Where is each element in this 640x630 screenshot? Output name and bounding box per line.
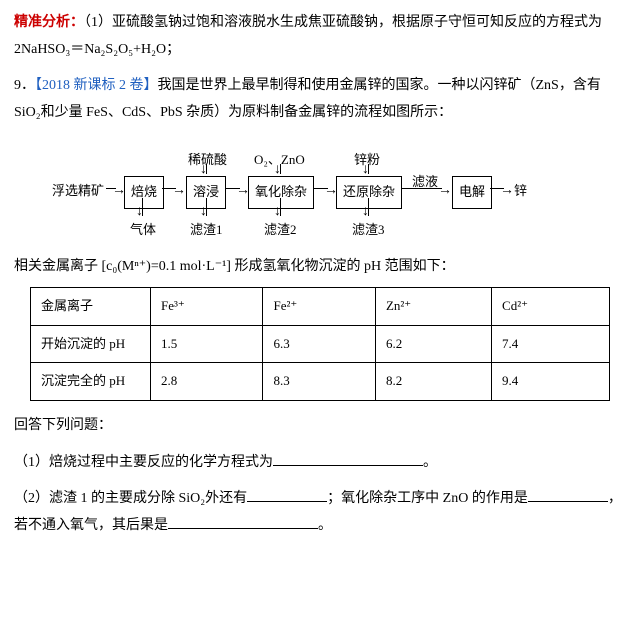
answer-prompt: 回答下列问题： — [14, 413, 626, 440]
q2-p2: ；氧化除杂工序中 ZnO 的作用是 — [327, 491, 528, 506]
source-tag: 【2018 新课标 2 卷】 — [35, 78, 158, 93]
arrow-down — [142, 198, 143, 216]
node-oxid: 氧化除杂 — [248, 176, 314, 209]
node-roast: 焙烧 — [124, 176, 164, 209]
th-fe3: Fe³⁺ — [151, 287, 263, 325]
arrow — [314, 188, 328, 189]
lbl-res3: 滤渣3 — [352, 218, 385, 243]
analysis-text: （1）亚硫酸氢钠过饱和溶液脱水生成焦亚硫酸钠，根据原子守恒可知反应的方程式为 — [84, 15, 602, 30]
cell: 9.4 — [492, 363, 610, 401]
question-number: 9． — [14, 78, 35, 93]
cell: 2.8 — [151, 363, 263, 401]
cell: 8.3 — [263, 363, 375, 401]
q2-p4: 。 — [318, 518, 332, 533]
row-complete: 沉淀完全的 pH — [31, 363, 151, 401]
q1-text: （1）焙烧过程中主要反应的化学方程式为 — [14, 455, 273, 470]
arrow-down — [368, 198, 369, 216]
arrow-down — [368, 164, 369, 174]
node-reduce: 还原除杂 — [336, 176, 402, 209]
flow-input: 浮选精矿 — [52, 179, 104, 204]
arrow-down — [206, 164, 207, 174]
flow-diagram: 浮选精矿 焙烧 气体 稀硫酸 溶浸 滤渣1 O₂、ZnO 氧化除杂 滤渣2 锌粉… — [114, 140, 626, 240]
th-ion: 金属离子 — [31, 287, 151, 325]
q1-tail: 。 — [423, 455, 437, 470]
th-fe2: Fe²⁺ — [263, 287, 375, 325]
table-caption: 相关金属离子 [c₀(Mⁿ⁺)=0.1 mol·L⁻¹] 形成氢氧化物沉淀的 p… — [14, 254, 626, 281]
cell: 6.2 — [375, 325, 491, 363]
cell: 1.5 — [151, 325, 263, 363]
blank — [168, 515, 318, 529]
lbl-gas: 气体 — [130, 218, 156, 243]
blank — [247, 488, 327, 502]
q2-p1: （2）滤渣 1 的主要成分除 SiO₂外还有 — [14, 491, 247, 506]
lbl-acid: 稀硫酸 — [188, 148, 227, 173]
arrow — [402, 188, 442, 189]
cell: 6.3 — [263, 325, 375, 363]
question-stem: 9．【2018 新课标 2 卷】我国是世界上最早制得和使用金属锌的国家。一种以闪… — [14, 73, 626, 126]
th-zn2: Zn²⁺ — [375, 287, 491, 325]
arrow-down — [206, 198, 207, 216]
flow-out: 锌 — [514, 179, 527, 204]
lbl-res1: 滤渣1 — [190, 218, 223, 243]
cell: 8.2 — [375, 363, 491, 401]
lbl-res2: 滤渣2 — [264, 218, 297, 243]
subq-1: （1）焙烧过程中主要反应的化学方程式为 。 — [14, 450, 626, 477]
arrow — [106, 188, 116, 189]
analysis-label: 精准分析： — [14, 15, 84, 30]
arrow — [490, 188, 504, 189]
node-electro: 电解 — [452, 176, 492, 209]
table-row: 金属离子 Fe³⁺ Fe²⁺ Zn²⁺ Cd²⁺ — [31, 287, 610, 325]
cell: 7.4 — [492, 325, 610, 363]
subq-2: （2）滤渣 1 的主要成分除 SiO₂外还有；氧化除杂工序中 ZnO 的作用是，… — [14, 486, 626, 539]
arrow — [162, 188, 176, 189]
arrow — [226, 188, 240, 189]
table-row: 沉淀完全的 pH 2.8 8.3 8.2 9.4 — [31, 363, 610, 401]
arrow-down — [280, 198, 281, 216]
table-row: 开始沉淀的 pH 1.5 6.3 6.2 7.4 — [31, 325, 610, 363]
ph-table: 金属离子 Fe³⁺ Fe²⁺ Zn²⁺ Cd²⁺ 开始沉淀的 pH 1.5 6.… — [30, 287, 610, 401]
arrow-down — [280, 164, 281, 174]
analysis-block: 精准分析：（1）亚硫酸氢钠过饱和溶液脱水生成焦亚硫酸钠，根据原子守恒可知反应的方… — [14, 10, 626, 63]
lbl-filtrate: 滤液 — [412, 170, 438, 195]
blank — [273, 452, 423, 466]
analysis-eq: 2NaHSO₃＝Na₂S₂O₅+H₂O； — [14, 42, 180, 57]
th-cd2: Cd²⁺ — [492, 287, 610, 325]
row-start: 开始沉淀的 pH — [31, 325, 151, 363]
blank — [528, 488, 608, 502]
